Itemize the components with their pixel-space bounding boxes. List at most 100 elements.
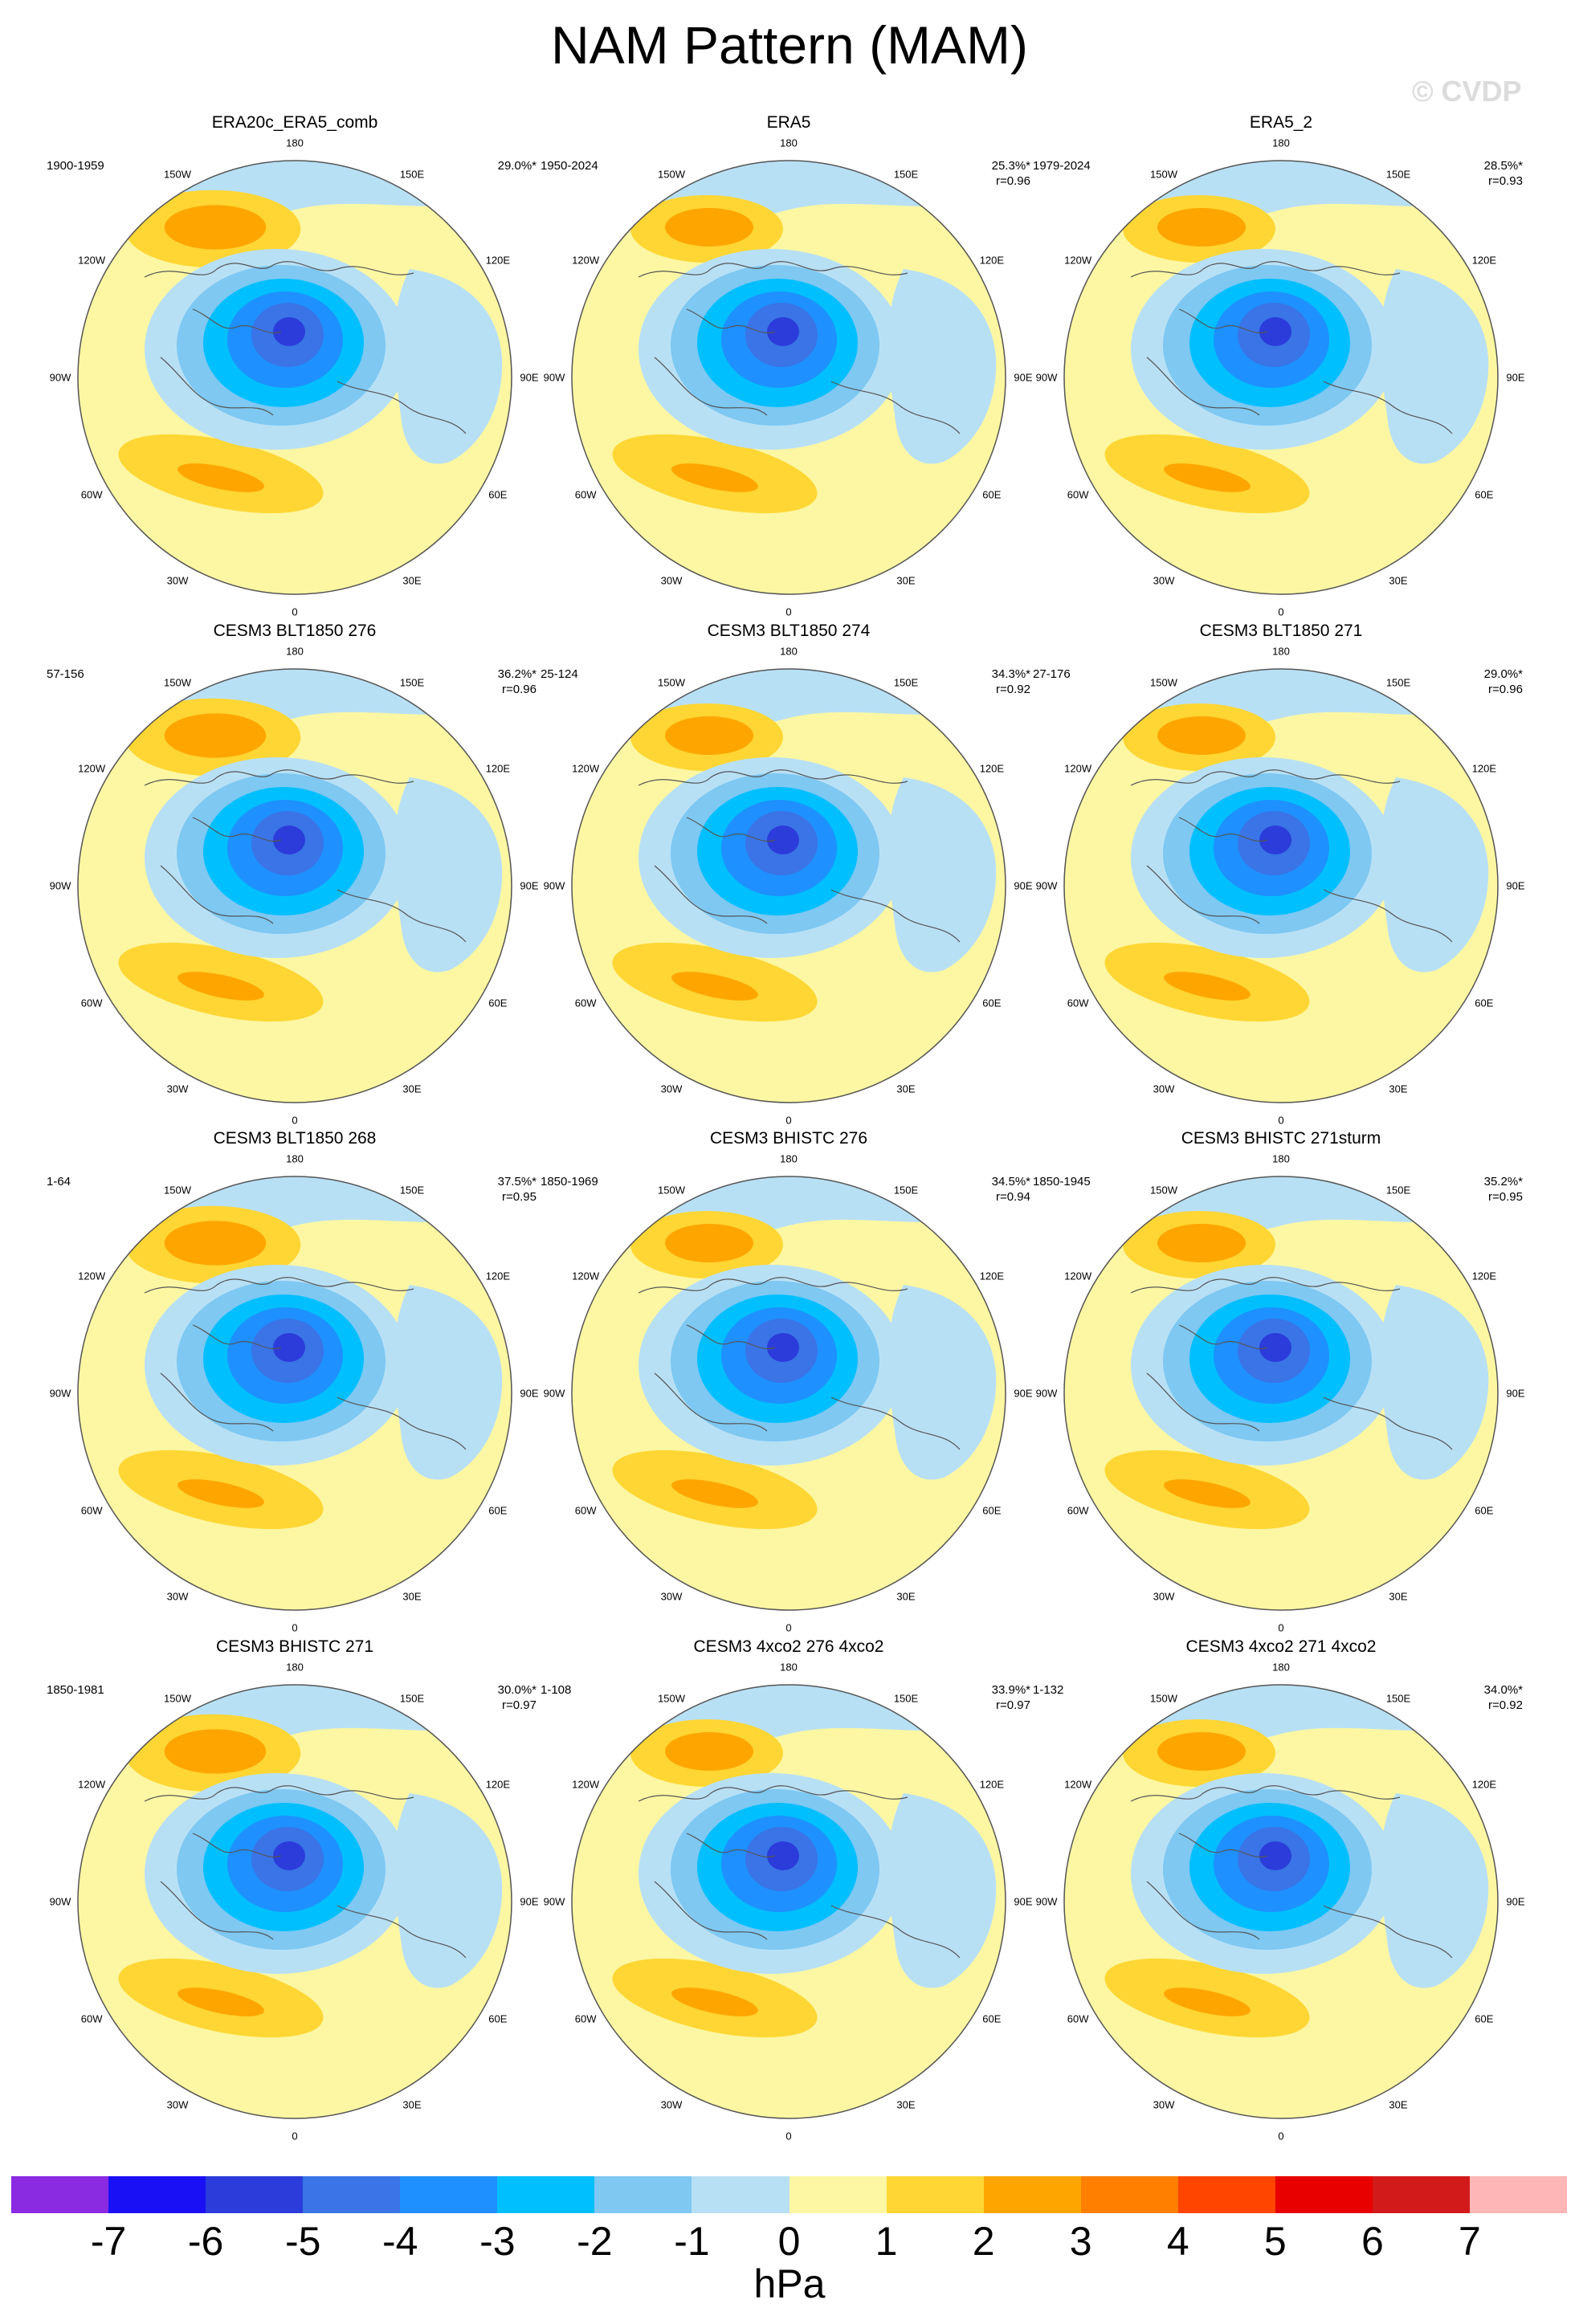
polar-map (571, 160, 1006, 595)
longitude-label: 90E (1014, 879, 1033, 892)
panel-period: 1979-2024 (1033, 159, 1091, 173)
colorbar-tick: -2 (577, 2219, 613, 2264)
panel-title: CESM3 4xco2 276 4xco2 (693, 1637, 884, 1656)
longitude-label: 150E (893, 1184, 919, 1197)
longitude-label: 180 (780, 1661, 798, 1674)
longitude-label: 180 (1272, 1661, 1290, 1674)
panel-title: CESM3 BLT1850 271 (1199, 622, 1363, 640)
panel-pattern-correlation: r=0.93 (1488, 174, 1523, 188)
longitude-label: 90W (49, 879, 71, 892)
watermark: © CVDP (1412, 75, 1522, 108)
colorbar-tick: 5 (1263, 2219, 1287, 2264)
longitude-label: 90E (1506, 1387, 1525, 1400)
longitude-label: 120W (572, 1778, 600, 1791)
polar-map (77, 160, 512, 595)
coastlines (1130, 261, 1453, 434)
longitude-label: 30E (896, 574, 916, 587)
longitude-label: 30W (660, 2098, 683, 2111)
longitude-label: 30E (896, 2098, 916, 2111)
panel-variance-pct: 37.5%* (497, 1175, 537, 1189)
coastlines (638, 1277, 961, 1450)
longitude-label: 0 (785, 2130, 792, 2143)
colorbar-tick: 1 (875, 2219, 898, 2264)
colorbar-tick: 2 (972, 2219, 995, 2264)
negative-anomaly-patch (887, 269, 997, 464)
negative-anomaly-patch (394, 1285, 503, 1480)
negative-anomaly-patch (1380, 269, 1489, 464)
longitude-label: 90E (1506, 879, 1525, 892)
negative-anomaly-patch (1380, 1793, 1489, 1988)
colorbar-tick: -7 (90, 2219, 127, 2264)
longitude-label: 60W (1067, 997, 1089, 1009)
longitude-label: 0 (292, 1114, 298, 1127)
longitude-label: 90W (49, 1895, 71, 1908)
colorbar-swatch (400, 2176, 498, 2213)
colorbar-tick: -5 (284, 2219, 321, 2264)
longitude-label: 30W (660, 574, 683, 587)
longitude-label: 180 (780, 137, 798, 149)
longitude-label: 30E (1389, 1082, 1408, 1095)
polar-map (1063, 1684, 1499, 2119)
longitude-label: 120W (1064, 1270, 1092, 1282)
longitude-label: 180 (286, 645, 304, 658)
longitude-label: 30E (402, 1082, 422, 1095)
map-panel: 180 150E 120E 90E 60E 30E 0 30W 60W 90W 120W 150W CE… (1033, 622, 1528, 1127)
longitude-label: 90W (543, 879, 565, 892)
map-boundary (1063, 1684, 1499, 2119)
longitude-label: 180 (286, 137, 304, 149)
longitude-label: 180 (780, 1152, 798, 1165)
map-boundary (77, 160, 512, 595)
colorbar-swatch (886, 2176, 984, 2213)
colorbar-swatch (1177, 2176, 1275, 2213)
panel-period: 57-156 (47, 667, 84, 681)
colorbar-tick: -6 (187, 2219, 224, 2264)
longitude-label: 90E (1014, 1387, 1033, 1400)
colorbar-swatch (983, 2176, 1081, 2213)
longitude-label: 180 (1272, 137, 1290, 149)
longitude-label: 150W (658, 1184, 685, 1197)
longitude-label: 90W (543, 371, 565, 384)
longitude-label: 30W (1153, 2098, 1175, 2111)
panel-period: 1-108 (541, 1683, 572, 1697)
map-panel: 180 150E 120E 90E 60E 30E 0 30W 60W 90W 120W 150W ER… (541, 113, 1035, 618)
longitude-label: 120E (1471, 762, 1497, 775)
panel-period: 1850-1945 (1033, 1175, 1091, 1189)
longitude-label: 150E (1385, 676, 1411, 689)
coastlines (144, 1277, 467, 1450)
longitude-label: 0 (785, 1621, 792, 1634)
coastlines (144, 769, 467, 943)
polar-map (571, 668, 1006, 1103)
panel-period: 25-124 (541, 667, 578, 681)
panel-period: 1-132 (1033, 1683, 1064, 1697)
longitude-label: 120W (572, 1270, 600, 1282)
longitude-label: 60E (982, 2012, 1002, 2025)
longitude-label: 150E (399, 168, 425, 181)
map-panel: 180 150E 120E 90E 60E 30E 0 30W 60W 90W 120W 150W ER… (1033, 113, 1528, 618)
colorbar-swatch (594, 2176, 692, 2213)
polar-map (77, 1176, 512, 1611)
longitude-label: 60W (574, 488, 597, 501)
longitude-label: 90E (1014, 371, 1033, 384)
longitude-label: 60W (574, 1504, 597, 1517)
longitude-label: 120W (572, 254, 600, 267)
longitude-label: 90W (1035, 1895, 1058, 1908)
colorbar-tick: -4 (382, 2219, 418, 2264)
longitude-label: 60E (1475, 488, 1494, 501)
longitude-label: 60E (488, 997, 508, 1009)
longitude-label: 90E (1014, 1895, 1033, 1908)
colorbar-swatch (108, 2176, 206, 2213)
longitude-label: 180 (1272, 645, 1290, 658)
polar-map (1063, 160, 1499, 595)
polar-map (571, 1176, 1006, 1611)
figure-title: NAM Pattern (MAM) (550, 15, 1029, 75)
colorbar-swatch (1275, 2176, 1373, 2213)
longitude-label: 0 (1278, 1621, 1284, 1634)
longitude-label: 120W (1064, 762, 1092, 775)
longitude-label: 120E (1471, 254, 1497, 267)
longitude-label: 90W (1035, 371, 1058, 384)
panel-variance-pct: 36.2%* (497, 667, 537, 681)
map-boundary (77, 668, 512, 1103)
longitude-label: 180 (286, 1661, 304, 1674)
longitude-label: 90E (520, 1895, 539, 1908)
colorbar-swatch (11, 2176, 109, 2213)
